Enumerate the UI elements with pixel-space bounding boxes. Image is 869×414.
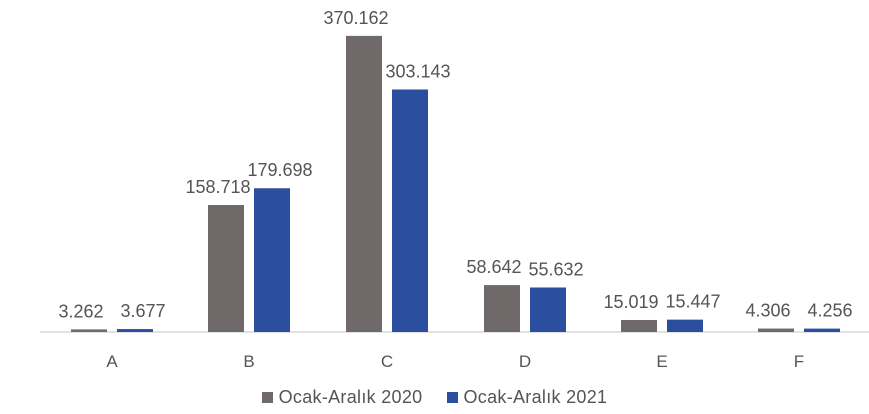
- x-tick-label-a: A: [106, 352, 118, 371]
- x-tick-label-e: E: [656, 352, 667, 371]
- data-label-e-series-1: 15.019: [603, 292, 658, 312]
- x-tick-label-d: D: [519, 352, 531, 371]
- bar-f-series-1: [758, 328, 794, 332]
- data-label-d-series-1: 58.642: [466, 257, 521, 277]
- bar-a-series-2: [117, 329, 153, 332]
- x-tick-label-f: F: [794, 352, 804, 371]
- legend-item-series-1: Ocak-Aralık 2020: [261, 386, 423, 408]
- data-label-a-series-1: 3.262: [58, 301, 103, 321]
- legend-item-series-2: Ocak-Aralık 2021: [446, 386, 608, 408]
- legend-label-series-1: Ocak-Aralık 2020: [278, 386, 423, 407]
- bar-d-series-2: [530, 287, 566, 332]
- bar-d-series-1: [484, 285, 520, 332]
- bar-b-series-1: [208, 205, 244, 332]
- data-label-b-series-1: 158.718: [185, 177, 250, 197]
- data-label-e-series-2: 15.447: [665, 292, 720, 312]
- data-label-c-series-1: 370.162: [323, 8, 388, 28]
- data-label-c-series-2: 303.143: [385, 61, 450, 81]
- legend: Ocak-Aralık 2020 Ocak-Aralık 2021: [0, 380, 869, 414]
- bar-e-series-2: [667, 319, 703, 332]
- data-label-a-series-2: 3.677: [120, 301, 165, 321]
- data-label-b-series-2: 179.698: [247, 160, 312, 180]
- x-tick-label-c: C: [381, 352, 393, 371]
- bar-c-series-2: [392, 89, 428, 333]
- x-tick-labels-group: A B C D E F: [106, 352, 804, 371]
- bar-c-series-1: [346, 35, 382, 333]
- legend-label-series-2: Ocak-Aralık 2021: [463, 386, 608, 407]
- bar-f-series-2: [804, 328, 840, 332]
- bar-e-series-1: [621, 319, 657, 332]
- data-label-d-series-2: 55.632: [528, 259, 583, 279]
- legend-swatch-series-2: [446, 391, 458, 403]
- bar-a-series-1: [71, 329, 107, 332]
- x-tick-label-b: B: [243, 352, 254, 371]
- legend-swatch-series-1: [261, 391, 273, 403]
- data-label-f-series-1: 4.306: [745, 301, 790, 321]
- bars-group: [71, 35, 840, 333]
- data-label-f-series-2: 4.256: [807, 301, 852, 321]
- bar-b-series-2: [254, 188, 290, 332]
